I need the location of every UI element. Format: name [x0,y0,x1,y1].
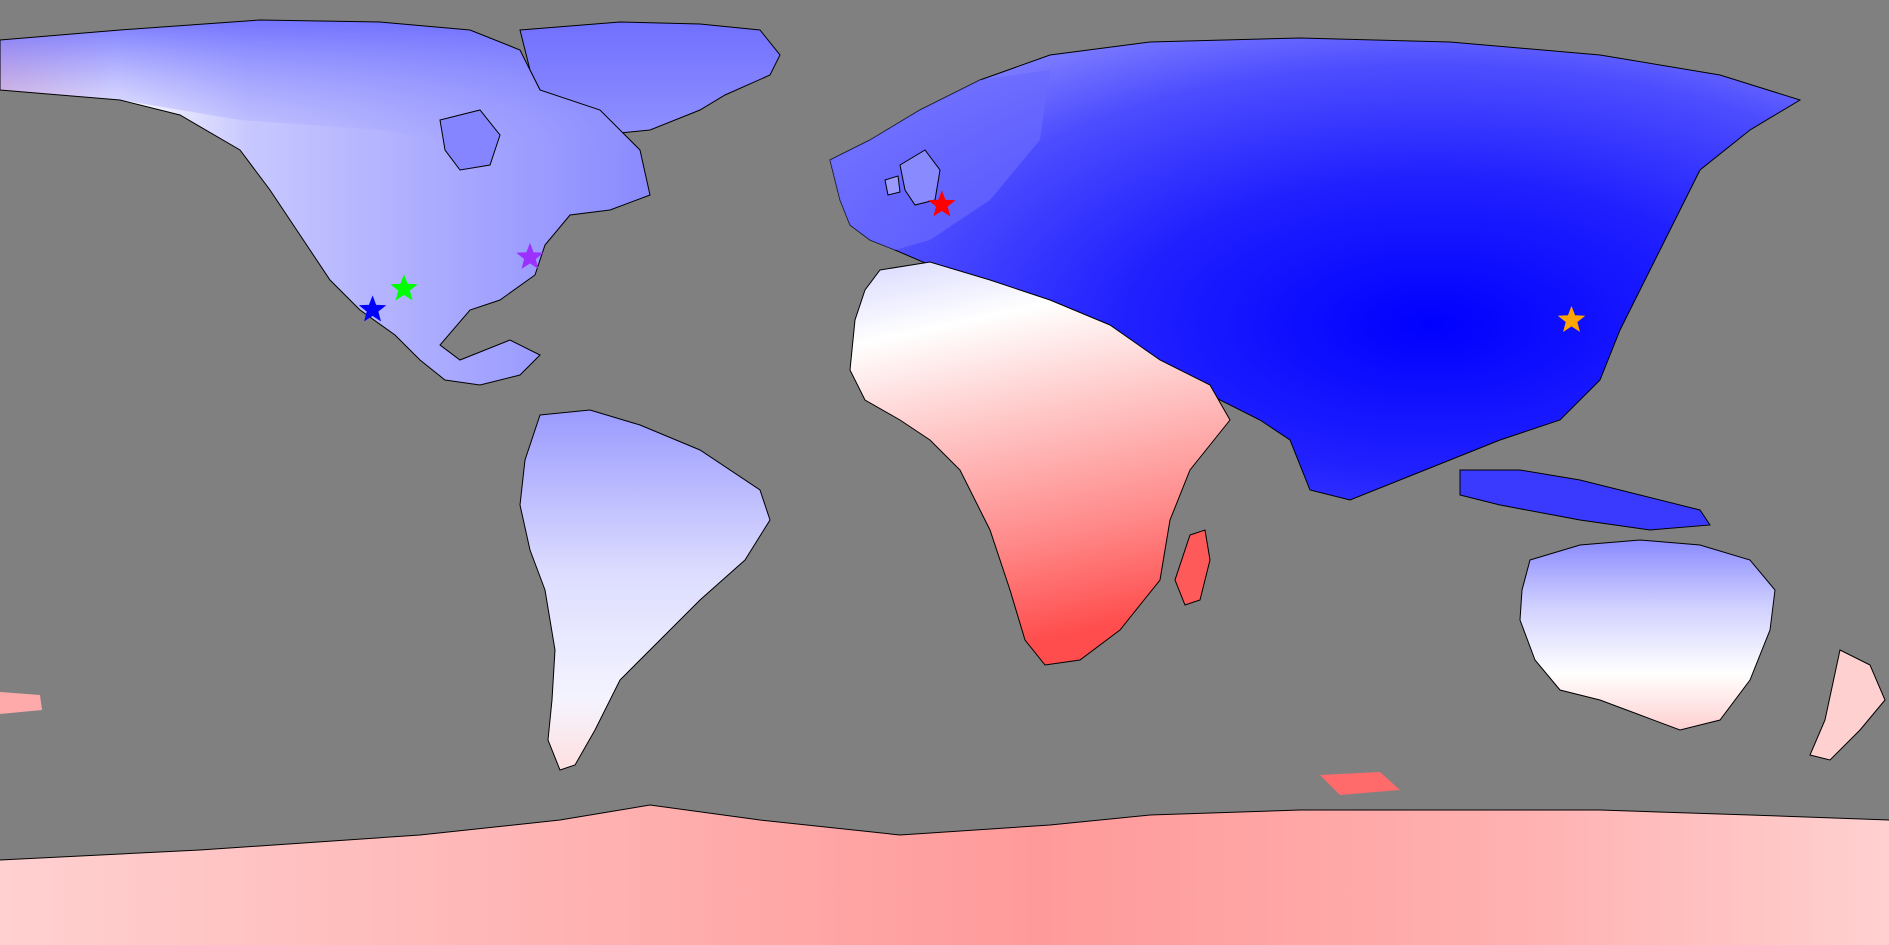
landmass-south-america [520,410,770,770]
marker-star-blue [358,295,387,322]
landmass-africa [850,262,1230,665]
landmass-madagascar [1174,529,1211,606]
landmass-new-zealand [1809,649,1886,761]
landmass-antarctica [0,805,1889,945]
landmass-eurasia [830,38,1800,500]
landmass-australia [1520,540,1775,730]
landmass-indonesia [1459,469,1711,531]
markers-layer [358,190,1586,332]
marker-star-red [928,190,956,217]
marker-star-green [390,274,418,301]
marker-star-purple [516,242,544,269]
hudson-bay [439,109,501,171]
marker-star-orange [1557,305,1586,332]
